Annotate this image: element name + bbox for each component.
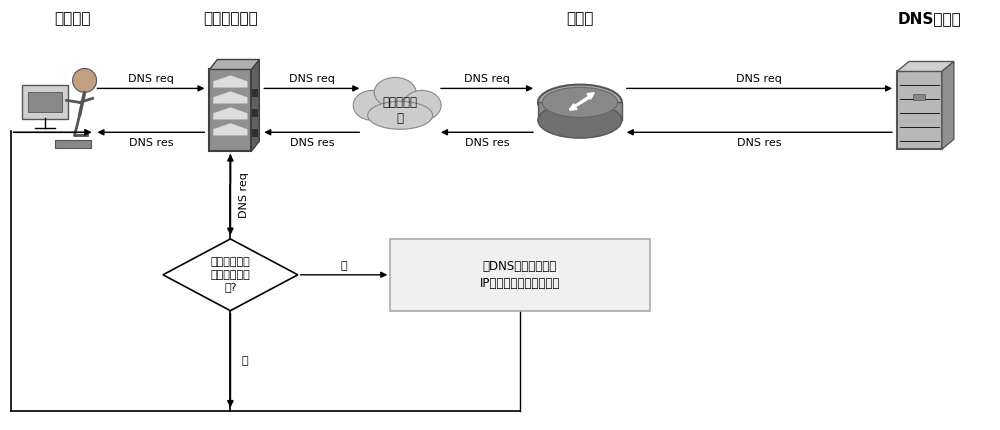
FancyBboxPatch shape [390,239,650,311]
Ellipse shape [542,87,618,117]
Polygon shape [163,239,298,311]
Text: DNS req: DNS req [128,74,174,84]
Text: 因特网服务
器: 因特网服务 器 [383,96,418,125]
Polygon shape [213,92,247,103]
Ellipse shape [403,90,441,120]
Text: DNS res: DNS res [290,138,334,148]
Polygon shape [209,59,259,70]
Text: 是: 是 [341,261,347,271]
Polygon shape [538,102,622,120]
FancyBboxPatch shape [897,71,942,149]
FancyBboxPatch shape [209,70,251,151]
FancyBboxPatch shape [252,109,257,117]
Ellipse shape [538,102,622,138]
Text: DNS req: DNS req [239,172,249,218]
Text: 将DNS响应报文中的
IP地址添加到匹配条件中: 将DNS响应报文中的 IP地址添加到匹配条件中 [480,260,560,290]
FancyBboxPatch shape [913,95,925,100]
Text: 路由器: 路由器 [566,11,594,26]
Text: DNS res: DNS res [465,138,509,148]
Ellipse shape [353,90,391,120]
Ellipse shape [374,77,416,108]
Polygon shape [213,108,247,119]
Text: DNS res: DNS res [737,138,782,148]
Ellipse shape [368,101,433,129]
Circle shape [73,68,97,92]
Polygon shape [942,61,954,149]
FancyBboxPatch shape [55,140,91,148]
Polygon shape [897,61,954,71]
Text: 否: 否 [241,356,248,366]
FancyBboxPatch shape [28,92,62,112]
Text: 请求的域名是
否在匹配条件
中?: 请求的域名是 否在匹配条件 中? [210,258,250,292]
Polygon shape [213,123,247,135]
Ellipse shape [538,85,622,120]
FancyBboxPatch shape [252,89,257,96]
Text: DNS req: DNS req [736,74,782,84]
Polygon shape [251,59,259,151]
Text: DNS req: DNS req [464,74,510,84]
FancyBboxPatch shape [252,129,257,136]
Polygon shape [213,75,247,87]
Text: 用户终端: 用户终端 [54,11,91,26]
Text: DNS req: DNS req [289,74,335,84]
Text: DNS服务器: DNS服务器 [898,11,961,26]
Text: 报文处理设备: 报文处理设备 [203,11,258,26]
FancyBboxPatch shape [22,86,68,119]
Text: DNS res: DNS res [129,138,173,148]
